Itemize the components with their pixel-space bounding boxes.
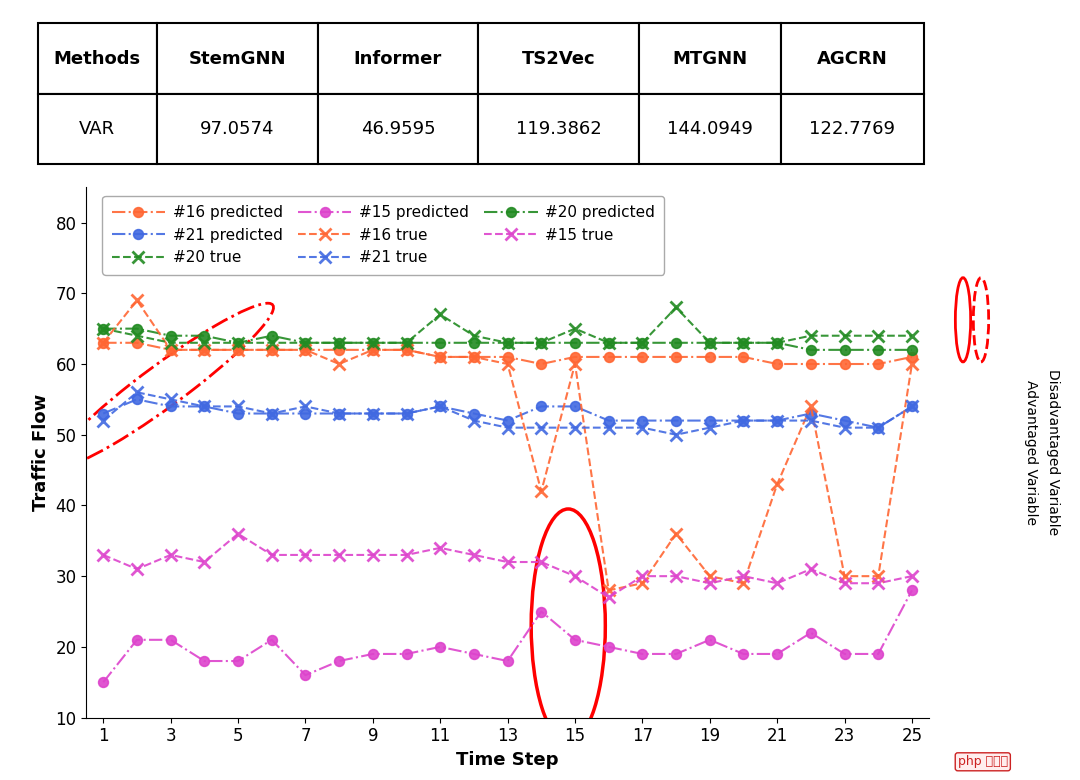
- Text: Advantaged Variable: Advantaged Variable: [1025, 380, 1038, 525]
- X-axis label: Time Step: Time Step: [457, 751, 558, 769]
- Text: Disadvantaged Variable: Disadvantaged Variable: [1047, 370, 1059, 535]
- Legend: #16 predicted, #21 predicted, #20 true, #15 predicted, #16 true, #21 true, #20 p: #16 predicted, #21 predicted, #20 true, …: [103, 196, 664, 275]
- Text: php 中文网: php 中文网: [958, 755, 1008, 768]
- Y-axis label: Traffic Flow: Traffic Flow: [32, 394, 50, 511]
